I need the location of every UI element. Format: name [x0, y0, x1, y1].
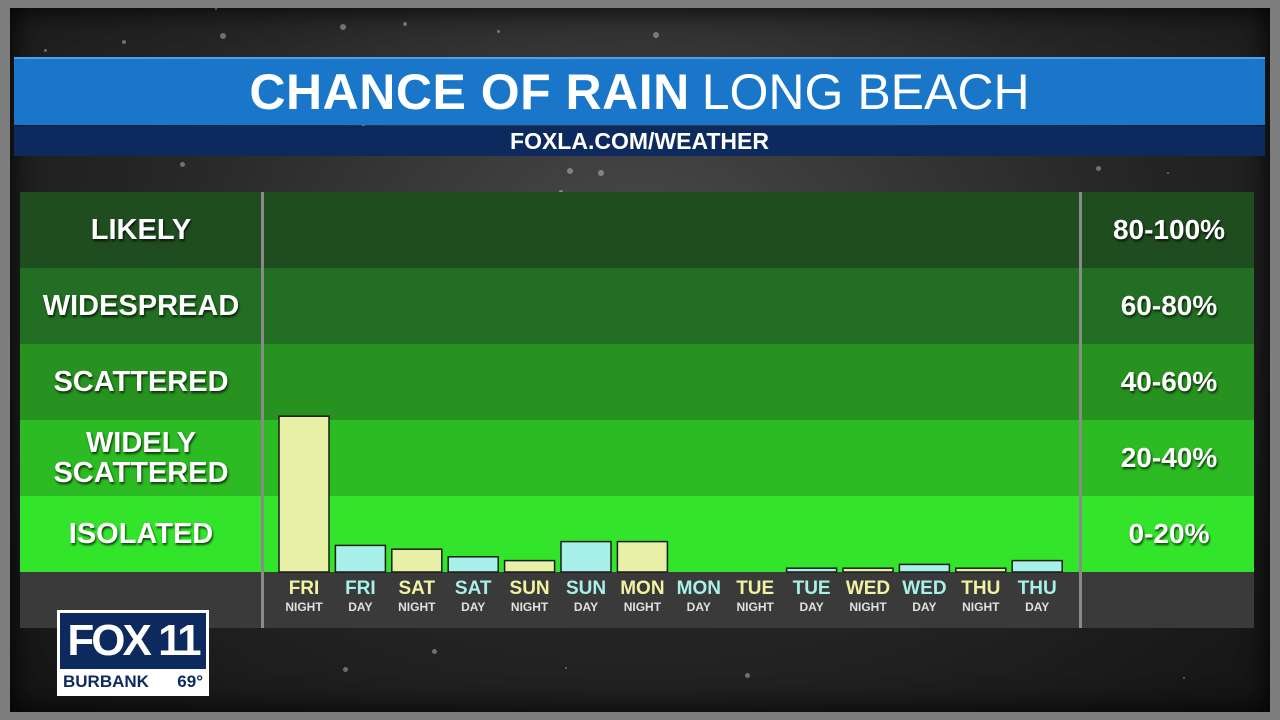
- x-tick-label: SAT NIGHT: [389, 578, 445, 615]
- rain-speck: [122, 40, 126, 44]
- chart-title: CHANCE OF RAIN: [249, 64, 690, 120]
- band-range: 60-80%: [1120, 290, 1218, 321]
- rain-speck: [180, 162, 185, 167]
- x-tick-period: DAY: [348, 600, 373, 614]
- left-divider: [261, 192, 264, 628]
- x-tick-day: TUE: [736, 578, 775, 599]
- x-tick-label: SAT DAY: [445, 578, 501, 615]
- x-tick-label: FRI NIGHT: [276, 578, 332, 615]
- x-tick-period: NIGHT: [285, 600, 323, 614]
- rain-speck: [598, 170, 604, 176]
- x-tick-period: NIGHT: [398, 600, 436, 614]
- band-widespread: [20, 268, 1254, 344]
- x-tick-day: THU: [1017, 578, 1057, 599]
- x-tick-period: DAY: [686, 600, 711, 614]
- x-tick-period: NIGHT: [736, 600, 774, 614]
- x-tick-day: SAT: [454, 578, 492, 599]
- rain-speck: [745, 673, 750, 678]
- band-label: ISOLATED: [68, 518, 214, 550]
- x-tick-period: DAY: [1025, 600, 1050, 614]
- bar-thu-night: [955, 567, 1007, 573]
- band-range: 20-40%: [1120, 442, 1218, 473]
- bar-fri-night: [278, 415, 330, 573]
- x-tick-period: DAY: [912, 600, 937, 614]
- x-tick-label: TUE DAY: [784, 578, 840, 615]
- bar-sat-night: [391, 548, 443, 573]
- x-axis-strip: [20, 572, 1254, 628]
- x-tick-day: FRI: [288, 578, 320, 599]
- band-range: 40-60%: [1120, 366, 1218, 397]
- x-tick-day: SUN: [509, 578, 550, 599]
- x-tick-label: SUN DAY: [558, 578, 614, 615]
- bar-sat-day: [447, 556, 499, 573]
- station-logo: FOX 11 BURBANK 69°: [57, 610, 209, 696]
- rain-speck: [215, 8, 217, 10]
- x-tick-day: TUE: [792, 578, 831, 599]
- x-tick-label: FRI DAY: [332, 578, 388, 615]
- bar-tue-day: [785, 567, 838, 573]
- x-tick-day: MON: [620, 578, 665, 599]
- x-tick-label: TUE NIGHT: [727, 578, 783, 615]
- bar-thu-day: [1011, 559, 1063, 573]
- x-tick-day: WED: [845, 578, 891, 599]
- rain-speck: [432, 649, 437, 654]
- x-tick-day: MON: [676, 578, 721, 599]
- band-widely-scattered: [20, 420, 1254, 496]
- x-tick-period: NIGHT: [849, 600, 887, 614]
- x-tick-period: DAY: [461, 600, 486, 614]
- rain-speck: [1167, 172, 1169, 174]
- x-tick-period: NIGHT: [623, 600, 662, 614]
- bar-wed-day: [898, 563, 951, 573]
- band-range: 0-20%: [1128, 518, 1210, 549]
- rain-speck: [653, 32, 659, 38]
- logo-city: BURBANK: [63, 672, 149, 691]
- x-tick-period: NIGHT: [510, 600, 549, 614]
- x-tick-label: WED NIGHT: [840, 578, 896, 615]
- x-tick-label: THU DAY: [1009, 578, 1065, 615]
- rain-chance-chart: LIKELY 80-100% WIDESPREAD 60-80% SCATTERED 40…: [20, 192, 1254, 628]
- x-tick-label: THU NIGHT: [953, 578, 1009, 615]
- band-label: WIDELY SCATTERED: [53, 427, 229, 489]
- band-label: LIKELY: [90, 214, 192, 246]
- bar-sun-night: [503, 559, 556, 573]
- bar-sun-day: [560, 540, 612, 573]
- x-tick-period: NIGHT: [962, 600, 1000, 614]
- rain-speck: [1096, 166, 1101, 171]
- x-tick-day: THU: [961, 578, 1001, 599]
- fox11-logo: FOX 11: [60, 613, 206, 669]
- rain-speck: [497, 30, 500, 33]
- rain-speck: [343, 667, 348, 672]
- right-divider: [1079, 192, 1082, 628]
- x-tick-period: DAY: [573, 600, 599, 614]
- x-tick-day: WED: [902, 578, 947, 599]
- location-title: LONG BEACH: [701, 64, 1030, 120]
- title-bar: CHANCE OF RAIN LONG BEACH: [14, 57, 1265, 125]
- bars-layer: [278, 415, 1063, 573]
- logo-temperature: 69°: [177, 672, 203, 691]
- band-label: WIDESPREAD: [42, 290, 240, 322]
- x-tick-label: SUN NIGHT: [502, 578, 558, 615]
- band-label: SCATTERED: [53, 366, 229, 398]
- x-tick-day: FRI: [345, 578, 376, 599]
- rain-speck: [340, 24, 346, 30]
- x-tick-label: WED DAY: [896, 578, 952, 615]
- x-tick-label: MON NIGHT: [614, 578, 670, 615]
- bar-fri-day: [334, 544, 387, 573]
- website-subtitle: FOXLA.COM/WEATHER: [14, 126, 1265, 156]
- rain-speck: [567, 168, 573, 174]
- x-tick-day: SAT: [398, 578, 436, 599]
- bar-mon-night: [616, 540, 669, 573]
- bar-wed-night: [842, 567, 894, 573]
- rain-speck: [220, 33, 226, 39]
- x-tick-period: DAY: [799, 600, 824, 614]
- band-scattered: [20, 344, 1254, 420]
- rain-speck: [44, 49, 47, 52]
- band-likely: [20, 192, 1254, 268]
- rain-speck: [403, 22, 407, 26]
- rain-speck: [1183, 677, 1185, 679]
- rain-speck: [565, 667, 567, 669]
- x-tick-day: SUN: [565, 578, 607, 599]
- x-tick-label: MON DAY: [671, 578, 727, 615]
- band-range: 80-100%: [1112, 214, 1226, 245]
